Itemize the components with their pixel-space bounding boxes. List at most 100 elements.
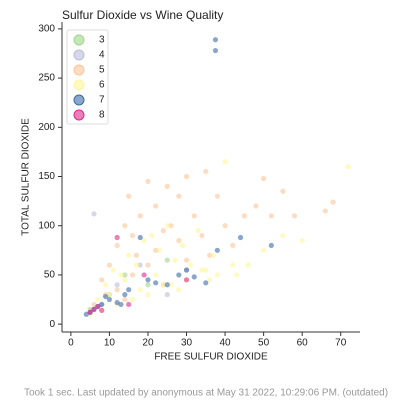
point <box>234 272 240 278</box>
point <box>214 193 220 199</box>
legend-label: 5 <box>99 65 105 76</box>
x-tick-label: 10 <box>104 338 116 349</box>
point <box>106 292 113 298</box>
legend-label: 3 <box>99 35 105 46</box>
point <box>129 296 136 303</box>
point <box>164 223 170 229</box>
point <box>137 287 143 293</box>
point <box>183 257 190 263</box>
legend-marker <box>73 94 85 106</box>
point <box>114 299 120 306</box>
point <box>322 208 328 214</box>
point <box>129 232 136 239</box>
chart-title: Sulfur Dioxide vs Wine Quality <box>62 8 223 22</box>
x-axis-label: FREE SULFUR DIOXIDE <box>154 352 268 363</box>
point <box>114 234 120 241</box>
x-tick-label: 30 <box>181 338 193 349</box>
point <box>126 252 132 258</box>
legend-marker <box>73 109 85 121</box>
legend-marker <box>73 79 85 91</box>
point <box>199 232 205 239</box>
point <box>203 267 209 273</box>
point <box>280 188 286 194</box>
legend-label: 4 <box>99 50 105 61</box>
point <box>160 282 166 288</box>
point <box>168 223 174 229</box>
point <box>106 296 113 303</box>
x-tick-label: 50 <box>258 338 270 349</box>
point <box>153 247 159 253</box>
point <box>203 280 209 286</box>
point <box>91 211 97 217</box>
point <box>149 232 155 239</box>
point <box>299 237 305 244</box>
point <box>156 247 163 253</box>
point <box>129 272 136 278</box>
point <box>241 213 247 219</box>
point <box>207 277 213 283</box>
point <box>183 277 190 283</box>
point <box>141 237 147 244</box>
x-tick-label: 70 <box>335 338 347 349</box>
point <box>145 277 151 283</box>
point <box>91 306 97 312</box>
point <box>122 277 128 283</box>
point <box>183 173 190 180</box>
point <box>145 292 151 298</box>
point <box>268 213 274 219</box>
point <box>99 277 105 283</box>
point <box>253 203 259 209</box>
point <box>207 252 213 258</box>
x-tick-label: 0 <box>68 338 74 349</box>
point <box>137 234 143 241</box>
point <box>191 213 197 219</box>
point <box>110 267 116 273</box>
y-tick-label: 100 <box>38 220 55 231</box>
point <box>114 242 120 248</box>
point <box>291 213 298 219</box>
point <box>222 159 228 165</box>
point <box>114 282 120 288</box>
point <box>126 301 132 308</box>
point <box>280 232 286 239</box>
point <box>95 303 101 310</box>
point <box>199 267 205 273</box>
point <box>164 183 170 189</box>
point <box>114 287 120 293</box>
point <box>261 175 267 182</box>
point <box>133 262 140 268</box>
point <box>164 292 170 298</box>
point <box>91 301 97 308</box>
point <box>176 237 182 244</box>
point <box>83 311 89 317</box>
point <box>191 274 197 280</box>
point <box>102 293 109 300</box>
point <box>212 37 219 43</box>
point <box>176 287 182 293</box>
point <box>99 301 105 308</box>
point <box>187 262 193 268</box>
point <box>195 228 201 234</box>
y-tick-label: 200 <box>38 122 55 133</box>
point <box>203 168 209 175</box>
legend-label: 8 <box>99 110 105 121</box>
point <box>230 262 236 268</box>
x-tick-label: 60 <box>297 338 309 349</box>
point <box>126 287 132 293</box>
point <box>180 242 186 248</box>
legend-marker <box>73 34 85 46</box>
y-tick-label: 250 <box>38 73 55 84</box>
point <box>118 301 124 308</box>
point <box>212 47 219 54</box>
point <box>122 292 128 298</box>
point <box>87 309 93 315</box>
point <box>153 280 159 286</box>
x-tick-label: 20 <box>142 338 154 349</box>
y-tick-label: 150 <box>38 171 55 182</box>
legend-label: 6 <box>99 80 105 91</box>
point <box>214 272 220 278</box>
y-axis-label: TOTAL SULFUR DIOXIDE <box>21 118 32 236</box>
point <box>153 272 159 278</box>
